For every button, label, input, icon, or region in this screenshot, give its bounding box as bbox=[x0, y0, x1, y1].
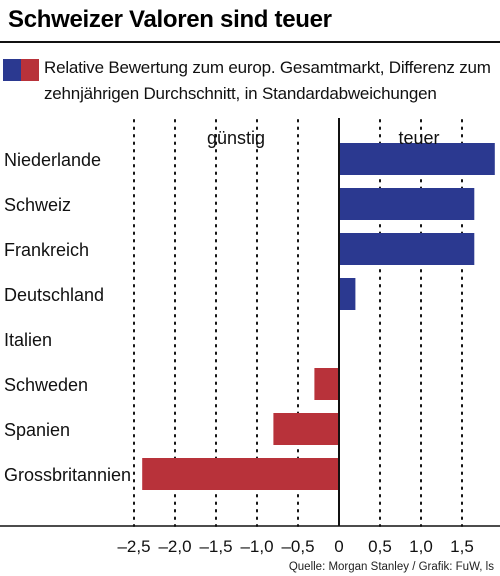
legend-swatch-blue bbox=[3, 59, 21, 81]
bar bbox=[339, 188, 475, 220]
category-label: Deutschland bbox=[4, 285, 104, 305]
chart-title: Schweizer Valoren sind teuer bbox=[8, 6, 332, 33]
category-label: Italien bbox=[4, 330, 52, 350]
category-label: Grossbritannien bbox=[4, 465, 131, 485]
title-rule bbox=[0, 41, 500, 43]
category-label: Frankreich bbox=[4, 240, 89, 260]
annotation-teuer: teuer bbox=[398, 128, 439, 148]
tick-label: –2,5 bbox=[117, 537, 150, 556]
tick-labels: –2,5 –2,0 –1,5 –1,0 –0,5 0 0,5 1,0 1,5 bbox=[117, 537, 473, 556]
annotation-guenstig: günstig bbox=[207, 128, 265, 148]
bar bbox=[142, 458, 339, 490]
source-note: Quelle: Morgan Stanley / Grafik: FuW, ls bbox=[288, 561, 494, 573]
tick-label: 0,5 bbox=[368, 537, 392, 556]
bar-chart: Niederlande Schweiz Frankreich Deutschland I… bbox=[0, 118, 500, 556]
tick-label: –1,0 bbox=[240, 537, 273, 556]
category-label: Schweiz bbox=[4, 195, 71, 215]
category-label: Spanien bbox=[4, 420, 70, 440]
legend: Relative Bewertung zum europ. Gesamtmark… bbox=[0, 55, 500, 115]
bars bbox=[142, 143, 495, 490]
category-label: Niederlande bbox=[4, 150, 101, 170]
category-label: Schweden bbox=[4, 375, 88, 395]
legend-text: Relative Bewertung zum europ. Gesamtmark… bbox=[44, 58, 491, 103]
tick-label: –0,5 bbox=[281, 537, 314, 556]
tick-label: 1,5 bbox=[450, 537, 474, 556]
category-labels: Niederlande Schweiz Frankreich Deutschland I… bbox=[4, 150, 131, 485]
legend-swatch-red bbox=[21, 59, 39, 81]
bar bbox=[273, 413, 339, 445]
bar bbox=[339, 233, 475, 265]
tick-label: –1,5 bbox=[199, 537, 232, 556]
bar bbox=[314, 368, 339, 400]
tick-label: 0 bbox=[334, 537, 343, 556]
tick-label: –2,0 bbox=[158, 537, 191, 556]
bar bbox=[339, 143, 495, 175]
bar bbox=[339, 278, 356, 310]
grid-lines bbox=[133, 119, 463, 527]
tick-label: 1,0 bbox=[409, 537, 433, 556]
